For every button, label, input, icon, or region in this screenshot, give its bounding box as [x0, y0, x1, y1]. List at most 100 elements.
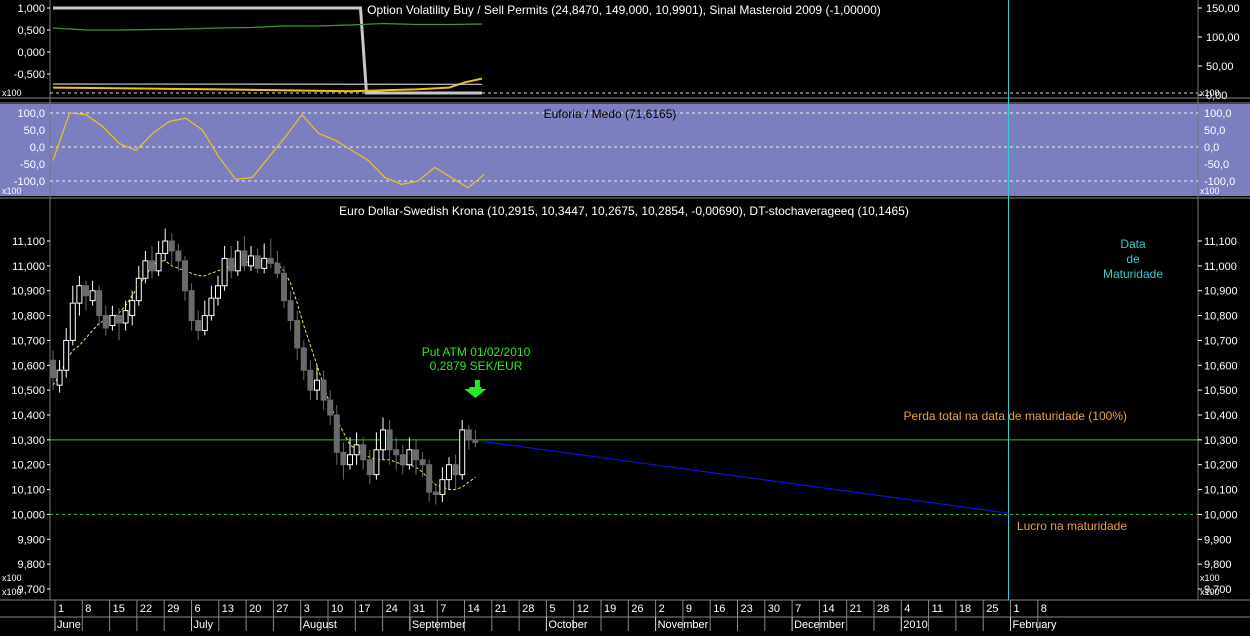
x-day-label: 5	[549, 603, 555, 615]
upper-scale-tag-left: x100	[2, 88, 22, 98]
main-right-tick: 9,900	[1204, 534, 1232, 546]
upper-series-line	[53, 8, 482, 93]
candle-body	[427, 465, 432, 492]
x-day-label: 15	[113, 603, 125, 615]
candle-body	[176, 251, 181, 261]
x-day-label: 7	[440, 603, 446, 615]
candle-body	[156, 253, 161, 270]
main-right-tick: 10,000	[1204, 509, 1238, 521]
main-left-tick: 10,800	[11, 311, 45, 323]
x-month-label: 2010	[903, 619, 927, 631]
x-day-label: 8	[85, 603, 91, 615]
euforia-right-tick: 50,0	[1204, 125, 1225, 137]
x-day-label: 14	[468, 603, 480, 615]
put-annotation: 0,2879 SEK/EUR	[430, 359, 523, 373]
candle-body	[341, 452, 346, 464]
euforia-left-tick: 0,0	[30, 142, 45, 154]
x-day-label: 11	[932, 603, 943, 615]
candle-body	[117, 316, 122, 323]
profit-annotation: Lucro na maturidade	[1017, 519, 1127, 533]
candle-body	[361, 445, 366, 460]
candle-body	[262, 258, 267, 268]
euforia-left-tick: 50,0	[24, 125, 45, 137]
x-month-label: December	[794, 619, 845, 631]
candle-body	[367, 460, 372, 475]
candle-body	[196, 321, 201, 331]
candle-body	[308, 370, 313, 390]
candle-body	[387, 430, 392, 450]
candle-body	[143, 261, 148, 278]
candle-body	[315, 380, 320, 390]
x-day-label: 16	[713, 603, 725, 615]
main-right-tick: 10,500	[1204, 385, 1238, 397]
x-day-label: 21	[495, 603, 507, 615]
x-month-label: October	[548, 619, 587, 631]
candle-body	[328, 400, 333, 415]
main-left-tick: 10,900	[11, 286, 45, 298]
candle-body	[282, 273, 287, 300]
euforia-scale-tag-right: x100	[1200, 186, 1220, 196]
x-month-label: November	[658, 619, 709, 631]
upper-series-line	[53, 24, 482, 31]
main-right-tick: 9,800	[1204, 559, 1232, 571]
candle-body	[150, 261, 155, 271]
main-left-tick: 11,100	[12, 236, 45, 248]
main-left-tick: 10,200	[11, 460, 45, 472]
x-day-label: 18	[959, 603, 971, 615]
candle-body	[242, 251, 247, 266]
main-left-tick: 10,500	[11, 385, 45, 397]
x-month-label: September	[412, 619, 466, 631]
projection-line	[483, 441, 1008, 513]
main-right-tick: 10,800	[1204, 311, 1238, 323]
maturity-label: Maturidade	[1103, 267, 1163, 281]
candle-body	[249, 256, 254, 266]
candle-body	[64, 340, 69, 370]
candle-body	[268, 258, 273, 263]
candle-body	[460, 430, 465, 475]
candle-body	[348, 455, 353, 465]
main-scale-tag-left-2: x100	[2, 587, 22, 597]
candle-body	[453, 465, 458, 475]
upper-left-tick: -0,500	[14, 69, 45, 81]
euforia-right-tick: 100,0	[1204, 108, 1232, 120]
x-day-label: 27	[276, 603, 288, 615]
upper-panel-title: Option Volatility Buy / Sell Permits (24…	[367, 3, 881, 17]
x-day-label: 12	[577, 603, 589, 615]
main-left-tick: 10,600	[11, 360, 45, 372]
upper-left-tick: 1,000	[17, 3, 45, 15]
candle-body	[123, 311, 128, 323]
candle-body	[255, 256, 260, 268]
x-day-label: 13	[222, 603, 234, 615]
candle-body	[70, 303, 75, 340]
candle-body	[209, 298, 214, 315]
main-right-tick: 10,100	[1204, 485, 1238, 497]
candle-body	[414, 450, 419, 460]
candle-body	[447, 465, 452, 480]
x-day-label: 1	[58, 603, 64, 615]
candle-body	[183, 261, 188, 291]
x-day-label: 30	[768, 603, 780, 615]
candle-body	[163, 241, 168, 253]
upper-right-tick: 50,00	[1206, 61, 1234, 73]
x-day-label: 17	[358, 603, 370, 615]
main-right-tick: 11,100	[1204, 236, 1237, 248]
x-day-label: 26	[631, 603, 643, 615]
upper-right-tick: 100,00	[1206, 32, 1240, 44]
candle-body	[84, 286, 89, 296]
x-month-label: July	[194, 619, 214, 631]
upper-left-tick: 0,000	[17, 47, 45, 59]
main-right-tick: 10,400	[1204, 410, 1238, 422]
main-left-tick: 10,400	[11, 410, 45, 422]
main-left-tick: 9,900	[17, 534, 45, 546]
euforia-right-tick: 0,0	[1204, 142, 1219, 154]
candle-body	[189, 291, 194, 321]
candle-body	[136, 278, 141, 300]
candle-body	[295, 321, 300, 348]
candle-body	[229, 258, 234, 270]
main-right-tick: 11,000	[1204, 261, 1237, 273]
x-day-label: 6	[195, 603, 201, 615]
upper-series-line	[53, 79, 482, 92]
candle-body	[202, 316, 207, 331]
x-day-label: 29	[167, 603, 179, 615]
candle-body	[57, 370, 62, 385]
